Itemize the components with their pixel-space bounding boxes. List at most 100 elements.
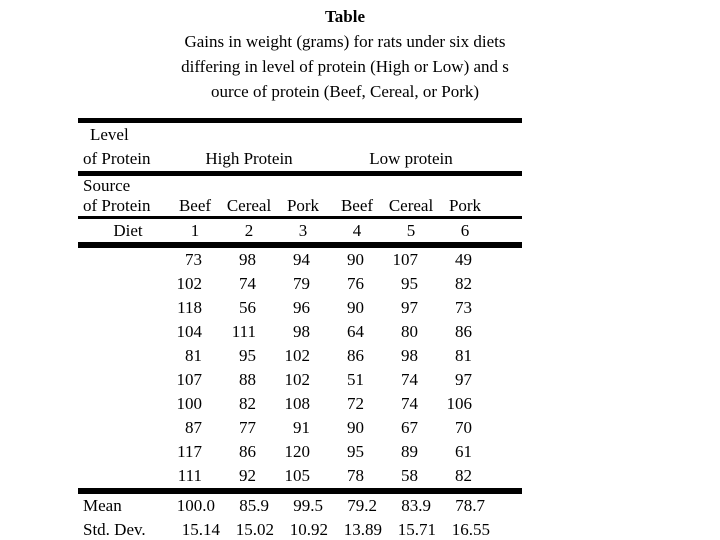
- data-cell: 82: [455, 466, 472, 485]
- data-cell: 74: [239, 274, 256, 293]
- level-of-protein-label: Level of Protein: [83, 125, 151, 168]
- data-cell: 51: [347, 370, 364, 389]
- data-cell: 86: [455, 322, 472, 341]
- source-header-row: Source of Protein Beef Cereal Pork Beef …: [78, 176, 522, 216]
- std-dev-cell: 15.71: [397, 520, 436, 539]
- data-cell: 67: [401, 418, 418, 437]
- data-cell: 96: [293, 298, 310, 317]
- std-dev-label: Std. Dev.: [83, 520, 146, 539]
- data-cell: 86: [347, 346, 364, 365]
- data-cell: 98: [293, 322, 310, 341]
- data-cell: 70: [455, 418, 472, 437]
- title-line: differing in level of protein (High or L…: [181, 57, 509, 76]
- data-cell: 80: [401, 322, 418, 341]
- diet-number-header: 4: [352, 221, 362, 240]
- data-cell: 105: [284, 466, 311, 485]
- source-of-protein-label: Source of Protein: [83, 176, 151, 215]
- data-cell: 108: [284, 394, 311, 413]
- data-cell: 74: [401, 394, 418, 413]
- level-header-row: Level of Protein High Protein Low protei…: [78, 123, 522, 171]
- diet-number-header: 5: [406, 221, 416, 240]
- data-cell: 73: [455, 298, 472, 317]
- table-rule: [78, 488, 522, 494]
- data-cell: 111: [231, 322, 256, 341]
- data-cell: 107: [392, 250, 419, 269]
- data-cell: 102: [284, 370, 311, 389]
- diet-number-header: 3: [298, 221, 308, 240]
- diet-label: Diet: [113, 221, 143, 240]
- source-header: Beef: [178, 196, 212, 215]
- source-header: Beef: [340, 196, 374, 215]
- data-cell: 120: [284, 442, 311, 461]
- data-cell: 81: [185, 346, 202, 365]
- data-row: 117 86 120 95 89 61: [78, 440, 522, 464]
- data-row: 100 82 108 72 74 106: [78, 392, 522, 416]
- std-dev-cell: 15.14: [181, 520, 220, 539]
- mean-cell: 85.9: [239, 496, 269, 515]
- source-header: Cereal: [226, 196, 272, 215]
- data-cell: 117: [177, 442, 202, 461]
- source-header: Pork: [448, 196, 482, 215]
- data-cell: 91: [293, 418, 310, 437]
- data-cell: 77: [239, 418, 256, 437]
- data-cell: 61: [455, 442, 472, 461]
- data-cell: 76: [347, 274, 364, 293]
- low-protein-header: Low protein: [369, 149, 453, 168]
- data-cell: 86: [239, 442, 256, 461]
- data-cell: 82: [455, 274, 472, 293]
- std-dev-cell: 16.55: [451, 520, 490, 539]
- data-cell: 104: [176, 322, 203, 341]
- data-cell: 56: [239, 298, 256, 317]
- data-cell: 78: [347, 466, 364, 485]
- source-header: Cereal: [388, 196, 434, 215]
- rat-diet-table: Level of Protein High Protein Low protei…: [78, 118, 522, 540]
- table-rule-top: [78, 118, 522, 123]
- diet-number-header: 6: [460, 221, 470, 240]
- data-row: 118 56 96 90 97 73: [78, 296, 522, 320]
- data-cell: 107: [176, 370, 203, 389]
- mean-cell: 83.9: [401, 496, 431, 515]
- data-cell: 97: [455, 370, 472, 389]
- data-cell: 81: [455, 346, 472, 365]
- data-cell: 94: [293, 250, 310, 269]
- table-rule: [78, 242, 522, 248]
- data-cell: 97: [401, 298, 418, 317]
- data-cell: 90: [347, 298, 364, 317]
- data-cell: 102: [284, 346, 311, 365]
- diet-number-header: 2: [244, 221, 254, 240]
- data-cell: 79: [293, 274, 310, 293]
- data-cell: 90: [347, 250, 364, 269]
- data-cell: 72: [347, 394, 364, 413]
- data-cell: 88: [239, 370, 256, 389]
- data-row: 81 95 102 86 98 81: [78, 344, 522, 368]
- data-row: 73 98 94 90 107 49: [78, 248, 522, 272]
- data-row: 104 111 98 64 80 86: [78, 320, 522, 344]
- data-cell: 74: [401, 370, 418, 389]
- mean-label: Mean: [83, 496, 122, 515]
- table-title: Table Gains in weight (grams) for rats u…: [0, 4, 690, 104]
- table-rule-thin: [78, 216, 522, 219]
- mean-row: Mean 100.0 85.9 99.5 79.2 83.9 78.7: [78, 494, 522, 518]
- data-cell: 87: [185, 418, 202, 437]
- data-cell: 64: [347, 322, 364, 341]
- table-rule: [78, 171, 522, 176]
- data-cell: 92: [239, 466, 256, 485]
- mean-cell: 99.5: [293, 496, 323, 515]
- data-cell: 49: [455, 250, 472, 269]
- high-protein-header: High Protein: [205, 149, 293, 168]
- data-row: 102 74 79 76 95 82: [78, 272, 522, 296]
- data-cell: 100: [176, 394, 203, 413]
- mean-cell: 100.0: [176, 496, 215, 515]
- mean-cell: 79.2: [347, 496, 377, 515]
- data-cell: 102: [176, 274, 203, 293]
- data-cell: 95: [347, 442, 364, 461]
- data-cell: 89: [401, 442, 418, 461]
- diet-number-header: 1: [190, 221, 200, 240]
- data-cell: 95: [239, 346, 256, 365]
- source-header: Pork: [286, 196, 320, 215]
- data-row: 107 88 102 51 74 97: [78, 368, 522, 392]
- data-cell: 73: [185, 250, 202, 269]
- data-cell: 118: [177, 298, 202, 317]
- data-row: 87 77 91 90 67 70: [78, 416, 522, 440]
